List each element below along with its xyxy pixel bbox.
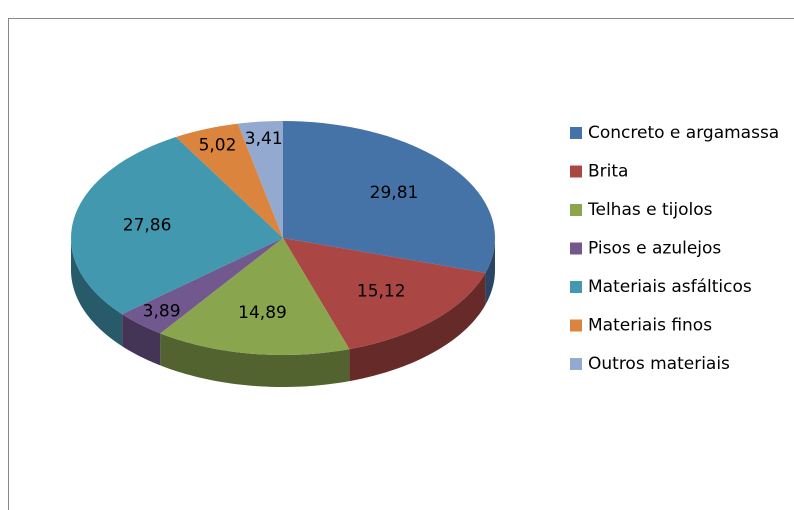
slice-side: [349, 272, 486, 382]
data-label: 3,41: [245, 129, 283, 149]
legend-label: Outros materiais: [588, 354, 730, 374]
slice: [283, 121, 495, 273]
legend-swatch: [570, 127, 582, 139]
slice: [71, 137, 283, 315]
legend-swatch: [570, 281, 582, 293]
data-label: 29,81: [370, 183, 419, 203]
data-label: 27,86: [123, 215, 172, 235]
legend-label: Pisos e azulejos: [588, 239, 721, 259]
data-label: 3,89: [143, 301, 181, 321]
legend-label: Concreto e argamassa: [588, 123, 779, 143]
slice-side: [122, 314, 161, 366]
legend-swatch: [570, 358, 582, 370]
data-label: 5,02: [199, 135, 237, 155]
legend-label: Materiais asfálticos: [588, 277, 752, 297]
data-label: 14,89: [238, 303, 287, 323]
slice-side: [485, 238, 495, 305]
legend-swatch: [570, 204, 582, 216]
slice: [237, 121, 283, 238]
legend-label: Materiais finos: [588, 316, 712, 336]
slice: [160, 238, 350, 355]
slice: [122, 238, 283, 334]
legend-swatch: [570, 242, 582, 255]
legend-swatch: [570, 165, 582, 178]
legend-label: Telhas e tijolos: [587, 200, 713, 220]
slice-side: [71, 238, 123, 347]
legend-swatch: [570, 319, 582, 332]
slice-side: [160, 333, 350, 387]
slice: [175, 123, 283, 238]
slice: [283, 238, 486, 350]
data-label: 15,12: [357, 281, 406, 301]
legend-label: Brita: [588, 162, 628, 182]
